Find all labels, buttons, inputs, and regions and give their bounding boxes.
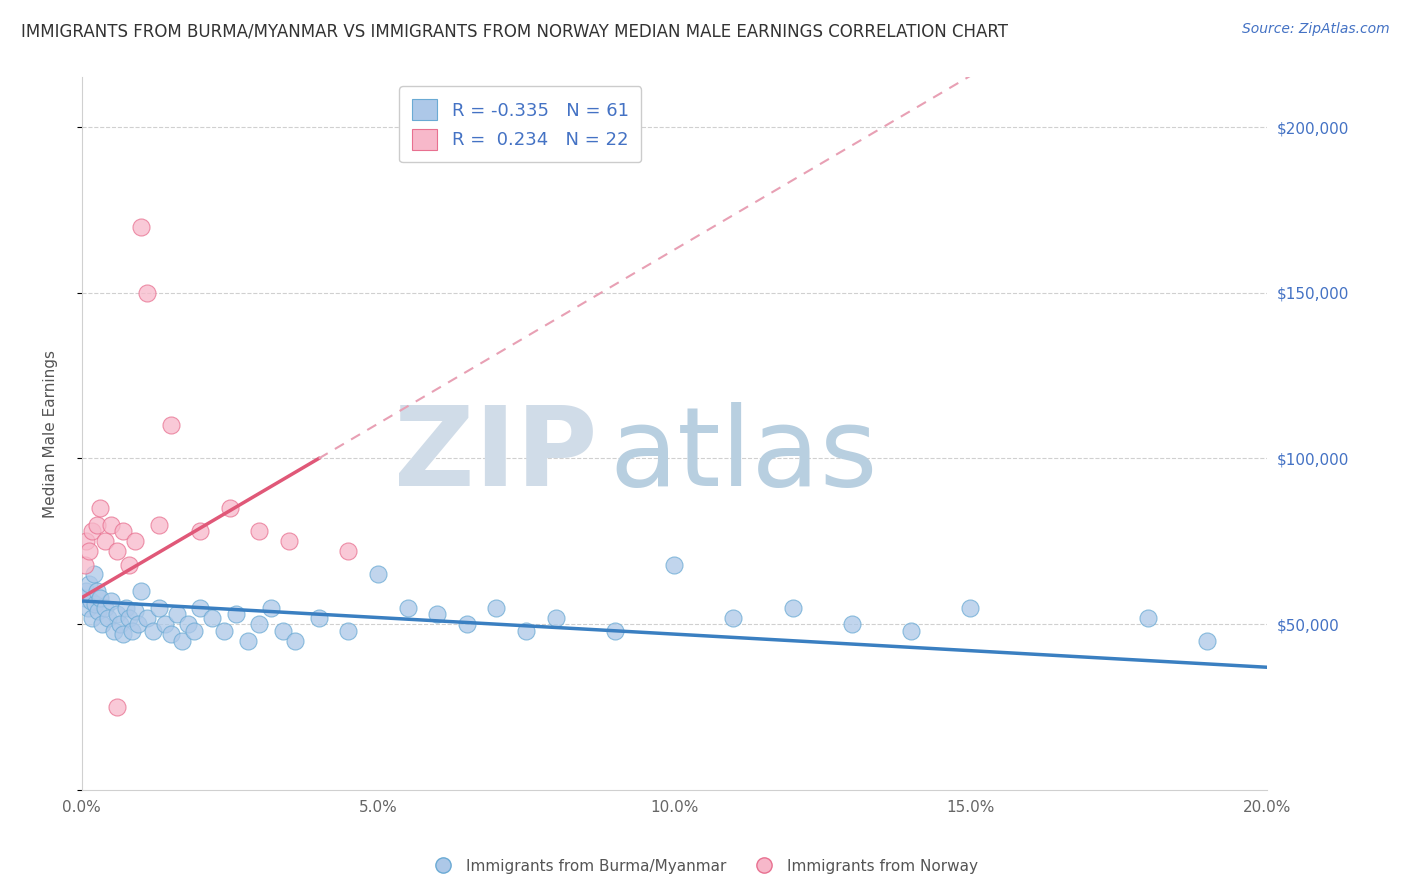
Text: IMMIGRANTS FROM BURMA/MYANMAR VS IMMIGRANTS FROM NORWAY MEDIAN MALE EARNINGS COR: IMMIGRANTS FROM BURMA/MYANMAR VS IMMIGRA… [21, 22, 1008, 40]
Point [148, 600, 170, 615]
Point [91, 617, 114, 632]
Point [278, 534, 301, 549]
Point [73, 591, 96, 605]
Legend: Immigrants from Burma/Myanmar, Immigrants from Norway: Immigrants from Burma/Myanmar, Immigrant… [422, 853, 984, 880]
Text: ZIP: ZIP [394, 401, 598, 508]
Point [260, 600, 283, 615]
Point [100, 594, 122, 608]
Point [76, 584, 98, 599]
Point [118, 610, 141, 624]
Point [308, 610, 330, 624]
Point [236, 633, 259, 648]
Point [76, 600, 98, 615]
Point [284, 633, 307, 648]
Point [77, 544, 100, 558]
Text: Source: ZipAtlas.com: Source: ZipAtlas.com [1241, 22, 1389, 37]
Point [456, 617, 478, 632]
Point [127, 617, 149, 632]
Point [124, 534, 146, 549]
Point [177, 617, 200, 632]
Point [76, 534, 98, 549]
Point [105, 607, 128, 622]
Point [112, 627, 135, 641]
Point [94, 534, 117, 549]
Point [77, 577, 100, 591]
Point [105, 544, 128, 558]
Point [172, 633, 194, 648]
Point [218, 501, 240, 516]
Point [86, 584, 108, 599]
Point [249, 524, 271, 539]
Point [544, 610, 567, 624]
Point [94, 600, 117, 615]
Point [124, 604, 146, 618]
Point [337, 544, 360, 558]
Point [153, 617, 176, 632]
Point [100, 517, 122, 532]
Point [782, 600, 804, 615]
Point [83, 597, 105, 611]
Point [82, 524, 104, 539]
Point [97, 610, 120, 624]
Point [159, 627, 181, 641]
Point [135, 285, 157, 300]
Point [148, 517, 170, 532]
Point [1137, 610, 1160, 624]
Point [337, 624, 360, 638]
Point [367, 567, 389, 582]
Point [723, 610, 745, 624]
Point [664, 558, 686, 572]
Point [1197, 633, 1219, 648]
Point [89, 501, 111, 516]
Point [188, 524, 211, 539]
Point [271, 624, 294, 638]
Point [86, 517, 108, 532]
Legend: R = -0.335   N = 61, R =  0.234   N = 22: R = -0.335 N = 61, R = 0.234 N = 22 [399, 87, 641, 162]
Point [105, 700, 128, 714]
Point [83, 567, 105, 582]
Point [485, 600, 508, 615]
Point [82, 610, 104, 624]
Point [603, 624, 626, 638]
Point [103, 624, 125, 638]
Point [212, 624, 235, 638]
Point [129, 219, 152, 234]
Point [166, 607, 188, 622]
Point [426, 607, 449, 622]
Y-axis label: Median Male Earnings: Median Male Earnings [44, 350, 58, 517]
Point [89, 591, 111, 605]
Point [87, 604, 110, 618]
Point [201, 610, 224, 624]
Point [121, 624, 143, 638]
Point [110, 617, 132, 632]
Point [79, 594, 101, 608]
Point [515, 624, 537, 638]
Point [188, 600, 211, 615]
Point [112, 524, 135, 539]
Point [841, 617, 863, 632]
Point [249, 617, 271, 632]
Point [900, 624, 922, 638]
Point [73, 558, 96, 572]
Point [396, 600, 419, 615]
Point [118, 558, 141, 572]
Point [959, 600, 981, 615]
Point [115, 600, 138, 615]
Point [129, 584, 152, 599]
Point [225, 607, 247, 622]
Point [135, 610, 157, 624]
Point [159, 418, 181, 433]
Text: atlas: atlas [609, 401, 877, 508]
Point [142, 624, 165, 638]
Point [183, 624, 205, 638]
